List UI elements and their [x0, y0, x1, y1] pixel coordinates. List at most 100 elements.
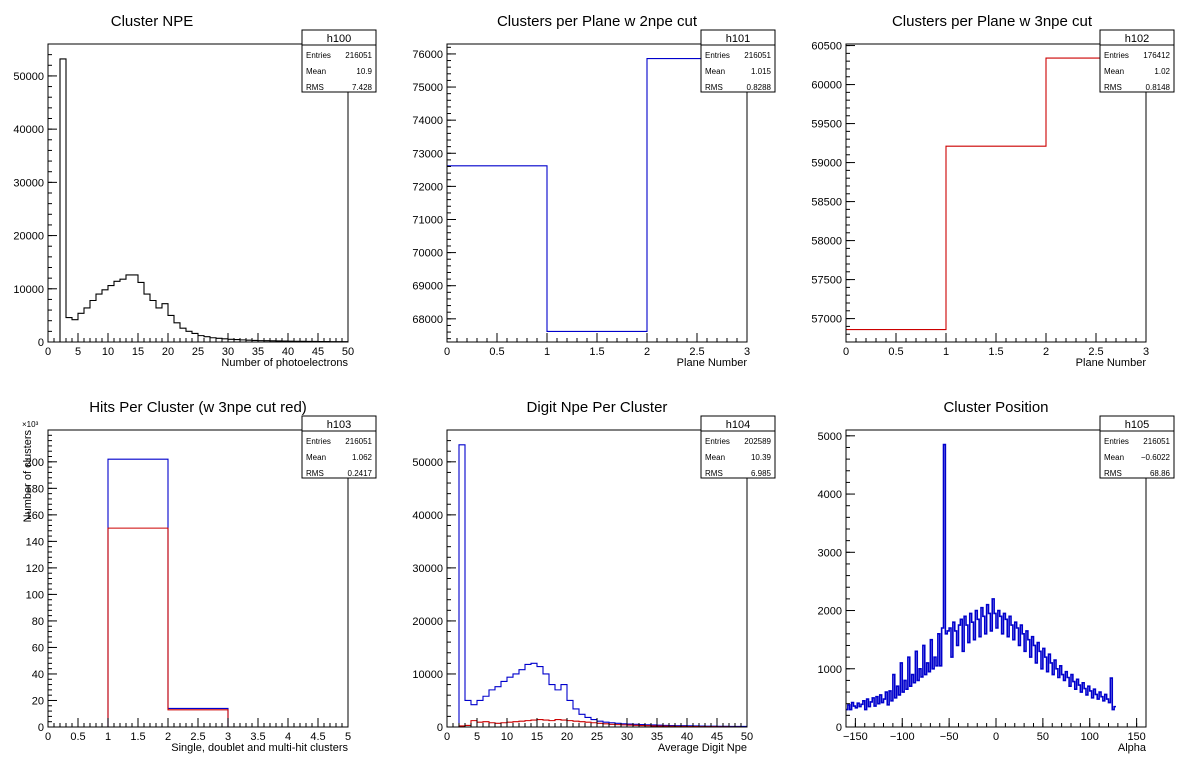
stats-value-h103-1: 1.062 — [352, 453, 373, 462]
y-tick-label-h104-0: 0 — [437, 722, 443, 734]
y-tick-label-h103-7: 140 — [26, 536, 44, 548]
histogram-series-h101-0 — [447, 58, 747, 332]
y-tick-label-h104-5: 50000 — [412, 457, 443, 469]
y-tick-label-h101-8: 76000 — [412, 49, 443, 61]
stats-key-h100-0: Entries — [306, 51, 331, 60]
x-tick-label-h103-0: 0 — [45, 731, 51, 743]
stats-key-h104-0: Entries — [705, 437, 730, 446]
y-tick-label-h102-7: 60500 — [811, 41, 842, 53]
stats-box-name-h104: h104 — [726, 419, 750, 431]
x-tick-label-h104-9: 45 — [711, 731, 723, 743]
x-tick-label-h102-3: 1.5 — [988, 346, 1003, 358]
stats-value-h104-0: 202589 — [744, 437, 771, 446]
stats-value-h100-1: 10.9 — [356, 67, 372, 76]
histogram-panel-h101: 0 0.5 1 1.5 2 2.5 3 68000 69000 70000 71000 72000 73… — [412, 13, 776, 369]
x-tick-label-h101-1: 0.5 — [489, 346, 504, 358]
y-tick-label-h103-4: 80 — [32, 616, 44, 628]
x-tick-label-h103-5: 2.5 — [190, 731, 205, 743]
histogram-series-h104-0 — [447, 444, 747, 728]
stats-value-h102-0: 176412 — [1143, 51, 1170, 60]
stats-box-h103: h103 Entries 216051 Mean 1.062 RMS 0.2417 — [301, 415, 377, 479]
stats-value-h103-2: 0.2417 — [348, 469, 373, 478]
histogram-series-h100-0 — [48, 58, 348, 343]
y-tick-label-h102-2: 58000 — [811, 236, 842, 248]
y-scale-label-h103: ×10³ — [22, 420, 39, 429]
stats-key-h105-1: Mean — [1104, 453, 1124, 462]
y-tick-label-h104-1: 10000 — [412, 669, 443, 681]
y-tick-label-h101-6: 74000 — [412, 115, 443, 127]
x-tick-label-h102-5: 2.5 — [1088, 346, 1103, 358]
stats-box-h102: h102 Entries 176412 Mean 1.02 RMS 0.8148 — [1099, 29, 1175, 93]
stats-value-h105-1: −0.6022 — [1141, 453, 1171, 462]
stats-key-h105-0: Entries — [1104, 437, 1129, 446]
y-tick-label-h104-3: 30000 — [412, 563, 443, 575]
x-tick-label-h105-6: 150 — [1127, 731, 1145, 743]
x-tick-label-h104-10: 50 — [741, 731, 753, 743]
x-tick-label-h105-0: −150 — [843, 731, 868, 743]
y-tick-label-h101-5: 73000 — [412, 148, 443, 160]
y-tick-label-h103-0: 0 — [38, 722, 44, 734]
x-axis-label-h100: Number of photoelectrons — [221, 357, 348, 369]
y-tick-label-h101-0: 68000 — [412, 314, 443, 326]
x-axis-label-h104: Average Digit Npe — [658, 742, 747, 754]
stats-key-h104-2: RMS — [705, 469, 723, 478]
stats-box-name-h100: h100 — [327, 33, 351, 45]
x-tick-label-h103-6: 3 — [225, 731, 231, 743]
x-tick-label-h100-1: 5 — [75, 346, 81, 358]
plot-title-h105: Cluster Position — [943, 399, 1048, 416]
stats-value-h105-2: 68.86 — [1150, 469, 1171, 478]
y-tick-label-h103-2: 40 — [32, 669, 44, 681]
y-axis-label-h103: Number of clusters — [22, 430, 34, 523]
y-tick-label-h101-3: 71000 — [412, 214, 443, 226]
x-tick-label-h104-0: 0 — [444, 731, 450, 743]
x-tick-label-h103-2: 1 — [105, 731, 111, 743]
stats-box-name-h103: h103 — [327, 419, 351, 431]
x-tick-label-h104-3: 15 — [531, 731, 543, 743]
plot-title-h104: Digit Npe Per Cluster — [527, 399, 668, 416]
x-tick-label-h102-1: 0.5 — [888, 346, 903, 358]
x-tick-label-h101-6: 3 — [744, 346, 750, 358]
histogram-panel-h102: 0 0.5 1 1.5 2 2.5 3 57000 57500 58000 58500 59000 59… — [811, 13, 1175, 369]
stats-key-h101-0: Entries — [705, 51, 730, 60]
x-tick-label-h103-1: 0.5 — [70, 731, 85, 743]
x-tick-label-h100-10: 50 — [342, 346, 354, 358]
stats-key-h100-1: Mean — [306, 67, 326, 76]
x-tick-label-h103-10: 5 — [345, 731, 351, 743]
y-tick-label-h105-0: 0 — [836, 722, 842, 734]
y-tick-label-h102-6: 60000 — [811, 80, 842, 92]
x-tick-label-h100-4: 20 — [162, 346, 174, 358]
y-tick-label-h103-10: 200 — [26, 457, 44, 469]
stats-box-frame-h100 — [301, 29, 377, 93]
x-tick-label-h103-3: 1.5 — [130, 731, 145, 743]
histogram-panel-h100: 0 5 10 15 20 25 30 35 40 45 50 0 10000 20000 30000 4000… — [13, 13, 377, 369]
stats-key-h103-1: Mean — [306, 453, 326, 462]
x-tick-label-h104-4: 20 — [561, 731, 573, 743]
x-tick-label-h103-9: 4.5 — [310, 731, 325, 743]
histogram-panel-h105: −150 −100 −50 0 50 100 150 0 1000 2000 3000 4000 500… — [818, 399, 1175, 754]
x-tick-label-h104-1: 5 — [474, 731, 480, 743]
x-tick-label-h100-5: 25 — [192, 346, 204, 358]
x-tick-label-h100-9: 45 — [312, 346, 324, 358]
x-tick-label-h101-4: 2 — [644, 346, 650, 358]
y-tick-label-h100-0: 0 — [38, 337, 44, 349]
stats-value-h102-1: 1.02 — [1154, 67, 1170, 76]
plot-title-h102: Clusters per Plane w 3npe cut — [892, 13, 1093, 30]
stats-value-h104-1: 10.39 — [751, 453, 772, 462]
y-tick-label-h100-5: 50000 — [13, 71, 44, 83]
x-axis-label-h101: Plane Number — [677, 357, 748, 369]
y-tick-label-h101-2: 70000 — [412, 248, 443, 260]
x-tick-label-h102-0: 0 — [843, 346, 849, 358]
y-tick-label-h105-3: 3000 — [818, 547, 842, 559]
plot-title-h101: Clusters per Plane w 2npe cut — [497, 13, 698, 30]
y-tick-label-h104-4: 40000 — [412, 510, 443, 522]
y-tick-label-h103-9: 180 — [26, 483, 44, 495]
y-tick-label-h101-1: 69000 — [412, 281, 443, 293]
x-tick-label-h104-7: 35 — [651, 731, 663, 743]
histogram-series-h103-1 — [48, 527, 348, 728]
x-tick-label-h102-2: 1 — [943, 346, 949, 358]
y-tick-label-h101-7: 75000 — [412, 82, 443, 94]
stats-value-h102-2: 0.8148 — [1146, 83, 1171, 92]
x-tick-label-h105-4: 50 — [1037, 731, 1049, 743]
y-tick-label-h102-1: 57500 — [811, 275, 842, 287]
